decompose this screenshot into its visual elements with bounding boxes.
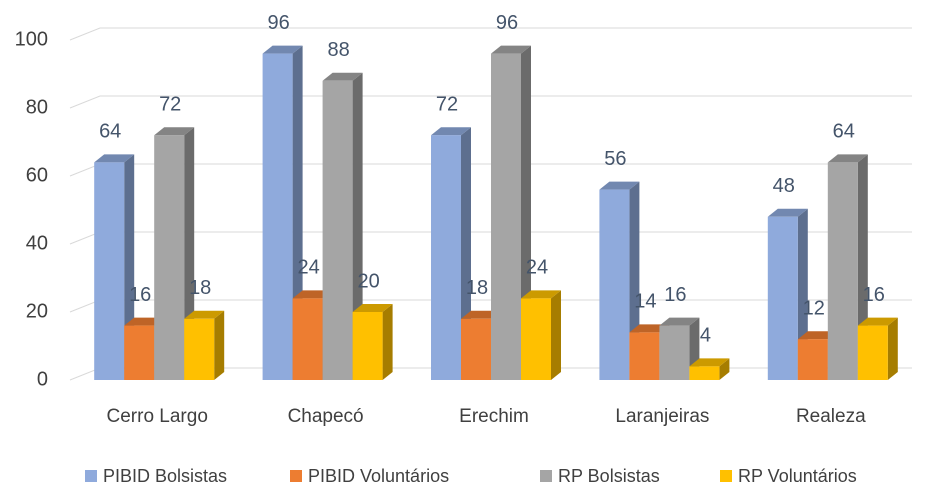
value-label: 64 — [99, 121, 121, 143]
bar-side — [352, 72, 363, 381]
bar-front — [857, 325, 888, 380]
bar-top — [599, 181, 640, 190]
y-tick-label: 60 — [26, 164, 48, 186]
bar-top — [184, 310, 225, 319]
value-label: 14 — [634, 291, 656, 313]
value-label: 24 — [526, 257, 548, 279]
bar-front — [94, 162, 125, 380]
value-label: 24 — [297, 257, 319, 279]
bar-front — [352, 312, 383, 380]
bar-top — [767, 208, 808, 217]
value-label: 18 — [466, 277, 488, 299]
y-tick-label: 20 — [26, 300, 48, 322]
bar-front — [154, 135, 185, 380]
value-label: 16 — [129, 284, 151, 306]
bar-front — [322, 80, 353, 381]
bar-front — [124, 325, 155, 380]
bar-top — [322, 72, 363, 81]
bar-side — [382, 304, 393, 380]
bar-front — [262, 53, 293, 380]
bar-top — [521, 290, 561, 299]
bar-top — [827, 154, 868, 163]
legend-swatch — [720, 470, 732, 482]
legend-swatch — [85, 470, 97, 482]
value-label: 16 — [863, 284, 885, 306]
value-label: 4 — [700, 325, 711, 347]
grid-line — [69, 27, 912, 41]
value-label: 56 — [604, 148, 626, 170]
value-label: 64 — [833, 121, 855, 143]
y-tick-label: 80 — [26, 96, 48, 118]
x-tick-label: Laranjeiras — [615, 406, 709, 427]
grid-line — [69, 95, 912, 109]
bar-front — [797, 339, 828, 380]
y-tick-label: 100 — [15, 28, 48, 50]
x-tick-label: Chapecó — [288, 406, 364, 427]
bar-top — [352, 304, 393, 312]
bar-top — [94, 154, 135, 163]
bar — [184, 310, 225, 380]
legend-label: PIBID Voluntários — [308, 466, 449, 486]
value-label: 48 — [773, 175, 795, 197]
bar-front — [827, 162, 858, 380]
value-label: 72 — [436, 93, 458, 115]
bar — [689, 358, 730, 380]
bar-front — [184, 318, 215, 380]
value-label: 88 — [327, 39, 349, 61]
bar-top — [659, 317, 700, 326]
bar — [322, 72, 363, 381]
legend-label: RP Voluntários — [738, 466, 857, 486]
bar-side — [887, 317, 898, 380]
bar-front — [491, 53, 521, 380]
value-label: 72 — [159, 93, 181, 115]
bar — [521, 290, 561, 380]
bar-front — [629, 332, 660, 380]
bar-side — [551, 290, 561, 380]
bar-top — [262, 45, 303, 54]
bar-top — [857, 317, 898, 326]
legend-label: RP Bolsistas — [558, 466, 660, 486]
legend-label: PIBID Bolsistas — [103, 466, 227, 486]
x-tick-label: Erechim — [459, 406, 529, 427]
bar-front — [767, 216, 798, 380]
bar — [857, 317, 898, 380]
bar-front — [659, 325, 690, 380]
bar-front — [599, 189, 630, 380]
value-label: 96 — [267, 12, 289, 34]
value-label: 12 — [803, 297, 825, 319]
value-label: 20 — [357, 270, 379, 292]
value-label: 18 — [189, 277, 211, 299]
y-tick-label: 0 — [37, 368, 48, 390]
bar-front — [461, 318, 491, 380]
bar-top — [154, 127, 195, 136]
value-label: 16 — [664, 284, 686, 306]
bar-top — [491, 45, 531, 54]
bar-side — [214, 310, 225, 380]
y-tick-label: 40 — [26, 232, 48, 254]
bar-front — [431, 135, 461, 380]
bar-front — [521, 298, 551, 380]
x-tick-label: Cerro Largo — [107, 406, 208, 427]
bar-side — [719, 358, 730, 380]
value-label: 96 — [496, 12, 518, 34]
bar — [352, 304, 393, 380]
bar-front — [689, 366, 720, 380]
bar-front — [292, 298, 323, 380]
bar-top — [431, 127, 471, 136]
x-tick-label: Realeza — [796, 406, 866, 427]
bar-top — [689, 358, 730, 367]
legend-swatch — [540, 470, 552, 482]
legend-swatch — [290, 470, 302, 482]
